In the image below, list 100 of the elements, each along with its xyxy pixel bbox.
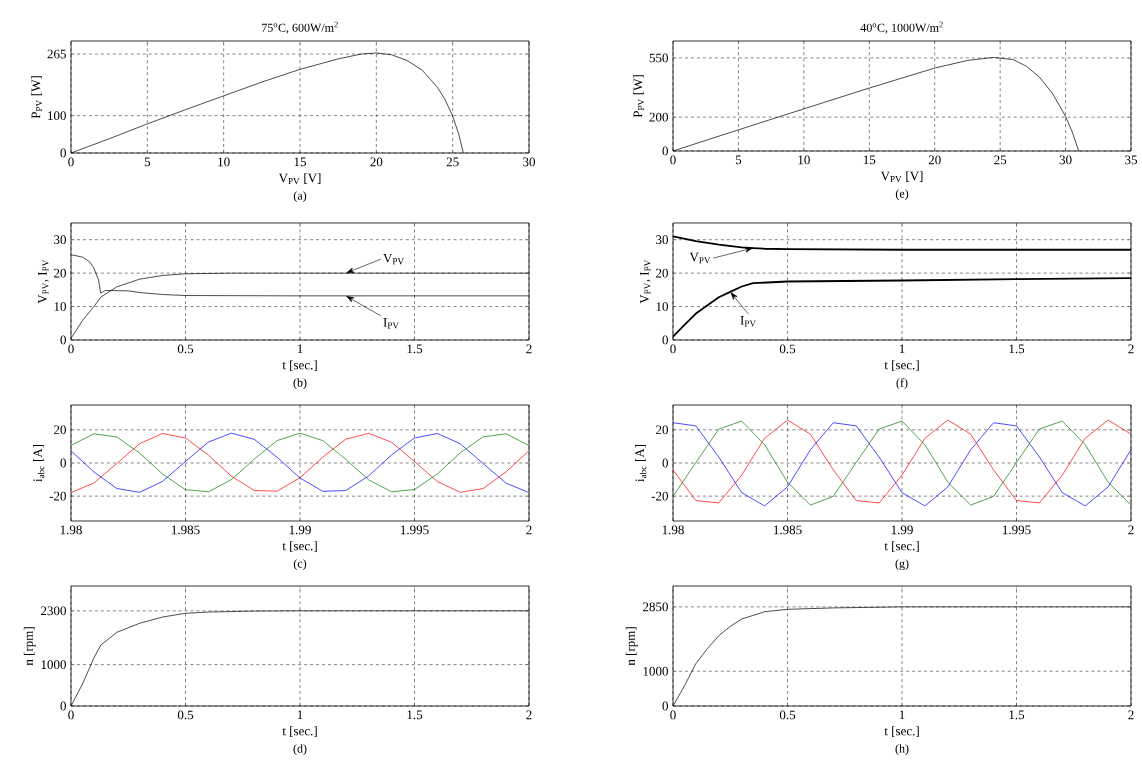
x-tick-label: 30 xyxy=(1059,155,1072,165)
x-tick-label: 20 xyxy=(370,157,383,167)
x-axis-title: t [sec.] xyxy=(884,360,919,371)
x-tick-label: 1 xyxy=(297,710,303,720)
x-tick-label: 15 xyxy=(863,155,876,165)
x-tick-label: 1.5 xyxy=(407,710,423,720)
x-tick-label: 35 xyxy=(1125,155,1138,165)
x-tick-label: 20 xyxy=(928,155,941,165)
x-tick-label: 0 xyxy=(68,157,74,167)
x-tick-label: 0 xyxy=(68,344,74,354)
x-tick-label: 30 xyxy=(523,157,535,167)
x-tick-label: 1 xyxy=(899,710,905,720)
y-tick-label: 20 xyxy=(656,425,668,435)
x-tick-label: 0 xyxy=(670,710,676,720)
x-tick-label: 1.995 xyxy=(401,525,429,535)
x-tick-label: 0.5 xyxy=(779,344,796,354)
x-tick-label: 10 xyxy=(798,155,810,165)
y-tick-label: -20 xyxy=(49,491,66,501)
y-tick-label: 20 xyxy=(656,268,668,278)
x-tick-label: 1.98 xyxy=(60,525,82,535)
line-series xyxy=(70,432,530,493)
x-tick-label: 25 xyxy=(994,155,1007,165)
y-axis-title: P$_{PV}$ [W] xyxy=(633,75,645,118)
chart-title: 40$^{o}$C, 1000W/m$^{2}$ xyxy=(860,21,943,34)
x-axis-title: V$_{PV}$ [V] xyxy=(880,171,923,183)
x-tick-label: 10 xyxy=(218,157,230,167)
text: (c) xyxy=(293,559,307,571)
x-axis-title: t [sec.] xyxy=(884,541,919,552)
y-axis-title: V$_{PV}$, I$_{PV}$ xyxy=(640,259,651,304)
x-tick-label: 1.5 xyxy=(407,344,423,354)
y-tick-label: 1000 xyxy=(41,660,66,670)
y-tick-label: 20 xyxy=(54,425,66,435)
x-tick-label: 5 xyxy=(735,155,742,165)
x-tick-label: 1.99 xyxy=(891,525,913,535)
y-tick-label: 0 xyxy=(662,146,668,156)
text: (a) xyxy=(293,191,307,203)
x-tick-label: 0.5 xyxy=(779,710,796,720)
x-tick-label: 25 xyxy=(446,157,459,167)
x-tick-label: 1 xyxy=(899,344,905,354)
y-axis-title: i$_{abc}$ [A] xyxy=(32,444,45,482)
x-tick-label: 2 xyxy=(526,525,532,535)
text: (e) xyxy=(895,189,909,201)
y-axis-title: n [rpm] xyxy=(625,627,638,666)
x-tick-label: 2 xyxy=(526,344,532,354)
series-label: I$_{PV}$ xyxy=(383,318,399,329)
y-tick-label: 265 xyxy=(47,49,66,59)
x-tick-label: 1.99 xyxy=(289,525,311,535)
y-tick-label: 2850 xyxy=(643,602,668,612)
x-tick-label: 5 xyxy=(144,157,151,167)
x-tick-label: 0.5 xyxy=(177,710,194,720)
y-tick-label: 10 xyxy=(54,302,66,311)
legend-label: V$_{PV}$ xyxy=(689,252,711,264)
x-tick-label: 1.98 xyxy=(662,525,684,535)
y-tick-label: 2300 xyxy=(41,606,66,616)
x-tick-label: 2 xyxy=(1128,525,1134,535)
x-axis-title: V$_{PV}$ [V] xyxy=(278,173,321,185)
x-tick-label: 2 xyxy=(526,710,532,720)
y-tick-label: 30 xyxy=(656,235,668,245)
chart-title: 75$^{o}$C, 600W/m$^{2}$ xyxy=(262,21,338,34)
y-tick-label: 0 xyxy=(60,701,66,711)
y-tick-label: 20 xyxy=(54,268,66,278)
y-tick-label: 30 xyxy=(54,235,66,245)
y-tick-label: 0 xyxy=(60,335,66,345)
x-tick-label: 0 xyxy=(68,710,74,720)
text: (d) xyxy=(293,744,307,756)
x-tick-label: 15 xyxy=(294,157,306,167)
y-tick-label: 0 xyxy=(662,335,668,345)
text: (f) xyxy=(896,378,908,390)
y-tick-label: 1000 xyxy=(643,666,668,676)
x-tick-label: 2 xyxy=(1128,344,1134,354)
x-tick-label: 2 xyxy=(1128,710,1134,720)
x-tick-label: 1.5 xyxy=(1009,344,1025,354)
x-tick-label: 1.995 xyxy=(1003,525,1031,535)
legend-label: V$_{PV}$ xyxy=(383,253,404,265)
x-tick-label: 1.985 xyxy=(172,525,200,535)
y-tick-label: 0 xyxy=(60,458,66,468)
x-tick-label: 1.985 xyxy=(774,525,802,535)
text: I$_{PV}$ xyxy=(740,316,756,327)
x-tick-label: 1.5 xyxy=(1009,710,1025,720)
y-tick-label: 10 xyxy=(656,302,668,311)
text: (h) xyxy=(895,744,909,756)
y-axis-title: P$_{PV}$ [W] xyxy=(31,76,43,119)
x-axis-title: t [sec.] xyxy=(884,726,919,737)
x-axis-title: t [sec.] xyxy=(282,360,317,371)
x-axis-title: t [sec.] xyxy=(282,541,317,552)
y-tick-label: 0 xyxy=(60,148,66,158)
x-tick-label: 0 xyxy=(670,155,676,165)
y-tick-label: 100 xyxy=(48,111,66,121)
y-axis-title: n [rpm] xyxy=(23,627,36,666)
x-tick-label: 0.5 xyxy=(177,344,194,354)
x-tick-label: 0 xyxy=(670,344,676,354)
x-axis-title: t [sec.] xyxy=(282,726,317,737)
y-axis-title: V$_{PV}$, I$_{PV}$ xyxy=(38,259,49,304)
y-tick-label: -20 xyxy=(651,491,668,501)
y-tick-label: 0 xyxy=(662,458,668,468)
text: (g) xyxy=(895,559,909,571)
text: (b) xyxy=(293,378,307,390)
x-tick-label: 1 xyxy=(297,344,303,354)
y-tick-label: 550 xyxy=(649,53,668,63)
y-tick-label: 0 xyxy=(662,701,668,711)
